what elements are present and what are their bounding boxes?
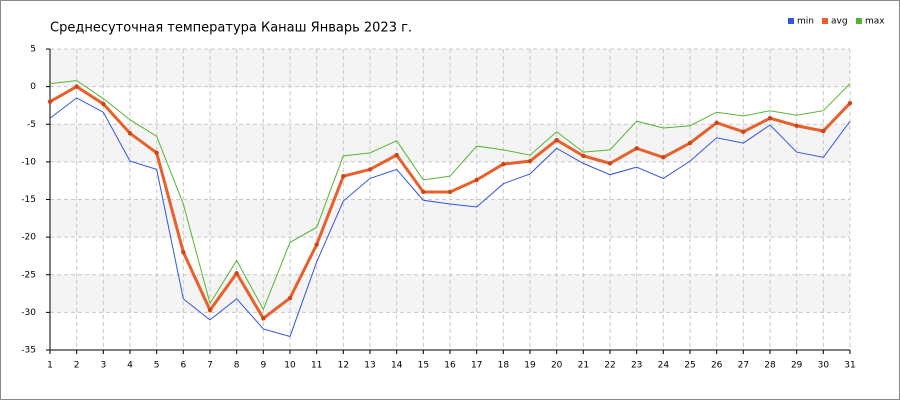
x-tick-label: 20 — [551, 361, 563, 371]
x-tick-label: 8 — [234, 361, 240, 371]
x-tick-label: 11 — [311, 361, 322, 371]
point — [554, 137, 559, 143]
y-tick-label: -30 — [21, 308, 36, 318]
point — [47, 99, 53, 104]
x-tick-label: 15 — [418, 361, 429, 371]
point — [367, 167, 373, 172]
point — [687, 140, 693, 146]
point — [741, 129, 746, 134]
point — [527, 158, 533, 164]
x-tick-label: 19 — [524, 361, 536, 371]
x-tick-label: 27 — [738, 361, 749, 371]
x-tick-label: 18 — [498, 361, 510, 371]
legend-label: max — [865, 17, 885, 27]
x-tick-label: 1 — [47, 361, 53, 371]
point — [74, 84, 79, 89]
x-tick-label: 30 — [818, 361, 830, 371]
x-tick-label: 29 — [791, 361, 803, 371]
point — [447, 189, 453, 195]
point — [847, 100, 853, 106]
legend-swatch — [856, 18, 862, 24]
point — [767, 116, 773, 121]
x-tick-label: 16 — [444, 361, 456, 371]
point — [421, 189, 426, 195]
x-tick-label: 24 — [658, 361, 670, 371]
legend-swatch — [822, 18, 828, 24]
y-tick-label: -20 — [21, 233, 36, 243]
point — [661, 155, 666, 160]
y-tick-label: 0 — [30, 82, 36, 92]
legend-label: min — [797, 17, 814, 27]
point — [581, 153, 586, 159]
x-tick-label: 7 — [207, 361, 213, 371]
point — [154, 150, 159, 156]
x-tick-label: 12 — [338, 361, 349, 371]
x-tick-label: 3 — [100, 361, 106, 371]
x-tick-label: 26 — [711, 361, 723, 371]
x-tick-label: 5 — [154, 361, 160, 371]
point — [714, 120, 719, 125]
point — [634, 146, 639, 151]
series-line — [49, 97, 851, 338]
x-tick-label: 22 — [604, 361, 615, 371]
point — [207, 307, 213, 313]
point — [181, 249, 186, 255]
x-tick-label: 17 — [471, 361, 482, 371]
x-tick-label: 13 — [364, 361, 375, 371]
y-tick-label: -15 — [21, 195, 36, 205]
x-tick-label: 25 — [684, 361, 695, 371]
x-tick-label: 28 — [764, 361, 776, 371]
y-tick-label: 5 — [30, 45, 36, 55]
point — [794, 123, 799, 128]
x-tick-label: 23 — [631, 361, 642, 371]
point — [501, 161, 506, 167]
x-tick-label: 10 — [284, 361, 296, 371]
x-tick-label: 14 — [391, 361, 403, 371]
point — [314, 242, 319, 247]
y-tick-label: -35 — [21, 346, 36, 356]
y-tick-label: -25 — [21, 270, 36, 280]
point — [287, 295, 293, 301]
point — [127, 131, 133, 136]
legend-swatch — [788, 18, 794, 24]
y-tick-label: -10 — [21, 157, 36, 167]
y-tick-label: -5 — [27, 120, 36, 130]
x-tick-label: 9 — [260, 361, 266, 371]
point — [261, 316, 266, 321]
x-tick-label: 4 — [127, 361, 133, 371]
legend-label: avg — [831, 17, 848, 27]
point — [474, 177, 479, 183]
point — [101, 101, 106, 107]
x-tick-label: 21 — [578, 361, 589, 371]
x-tick-label: 6 — [180, 361, 186, 371]
point — [341, 173, 346, 179]
point — [394, 152, 399, 158]
chart-title: Среднесуточная температура Канаш Январь … — [50, 21, 412, 36]
series-line — [49, 80, 851, 311]
x-tick-label: 31 — [844, 361, 855, 371]
x-tick-label: 2 — [74, 361, 80, 371]
point — [234, 271, 239, 276]
point — [607, 161, 613, 166]
point — [821, 128, 826, 134]
